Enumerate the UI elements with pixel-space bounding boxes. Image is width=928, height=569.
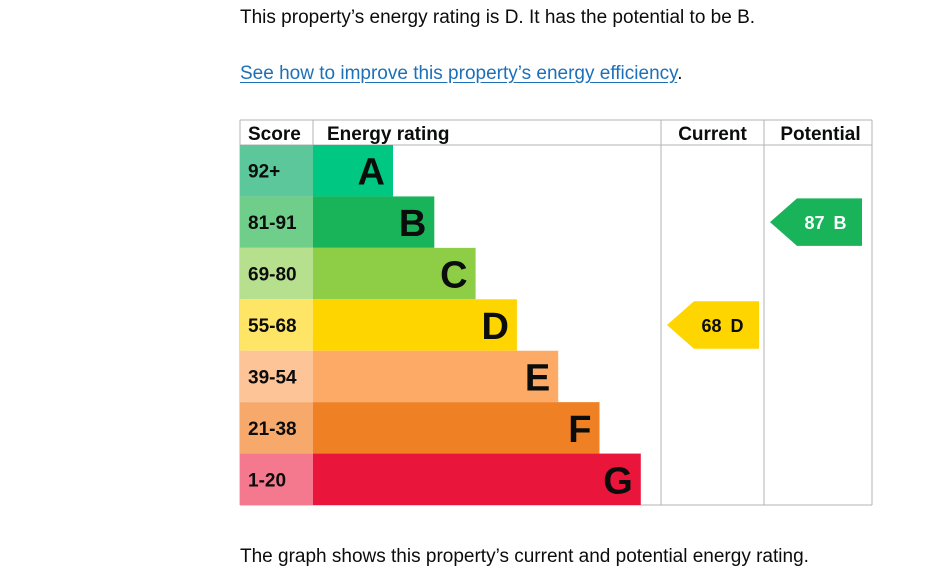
rating-bar (313, 453, 641, 506)
score-label: 92+ (248, 162, 280, 183)
chart-caption: The graph shows this property’s current … (240, 546, 809, 567)
score-label: 81-91 (248, 213, 297, 234)
band-letter: F (568, 409, 591, 451)
band-letter: C (440, 255, 467, 297)
chart-bands: 92+ A 81-91 B 69-80 C 55-68 D 39-54 E 21-38 F 1-20 G (240, 145, 641, 506)
band-f: 21-38 F (240, 402, 600, 454)
potential-rating-arrow-label: 87 B (804, 213, 846, 233)
rating-bar (313, 350, 559, 403)
rating-bar (313, 145, 393, 197)
score-label: 39-54 (248, 367, 297, 388)
rating-bar (313, 247, 476, 300)
score-cell (240, 453, 313, 506)
band-g: 1-20 G (240, 453, 641, 506)
rating-bar (313, 402, 600, 454)
rating-bar (313, 299, 517, 351)
current-rating-arrow-label: 68 D (701, 316, 743, 336)
score-cell (240, 247, 313, 300)
potential-rating-arrow-shape (770, 198, 862, 246)
band-letter: G (603, 460, 633, 502)
band-b: 81-91 B (240, 196, 435, 248)
current-rating-arrow-shape (667, 301, 759, 349)
band-letter: E (525, 357, 550, 399)
score-cell (240, 196, 313, 248)
score-cell (240, 350, 313, 403)
band-letter: B (399, 203, 426, 245)
energy-rating-summary: This property’s energy rating is D. It h… (240, 7, 756, 28)
improve-energy-efficiency-link[interactable]: See how to improve this property’s energ… (240, 63, 678, 84)
header-potential: Potential (780, 124, 860, 145)
band-e: 39-54 E (240, 350, 559, 403)
band-letter: A (358, 152, 385, 194)
band-a: 92+ A (240, 145, 393, 197)
score-cell (240, 145, 313, 197)
score-label: 69-80 (248, 265, 297, 286)
band-c: 69-80 C (240, 247, 476, 300)
score-cell (240, 402, 313, 454)
rating-bar (313, 196, 435, 248)
score-label: 1-20 (248, 470, 286, 491)
header-energy-rating: Energy rating (327, 124, 449, 145)
improve-link-paragraph: See how to improve this property’s energ… (240, 62, 683, 86)
potential-rating-arrow: 87 B (770, 198, 862, 246)
current-rating-arrow: 68 D (667, 301, 759, 349)
header-score: Score (248, 124, 301, 145)
band-d: 55-68 D (240, 299, 517, 351)
score-label: 21-38 (248, 419, 297, 440)
chart-rating-arrows: 68 D 87 B (667, 198, 862, 349)
band-letter: D (481, 306, 508, 348)
improve-link-suffix: . (677, 63, 683, 84)
score-cell (240, 299, 313, 351)
chart-headers: Score Energy rating Current Potential (248, 124, 861, 145)
score-label: 55-68 (248, 316, 297, 337)
header-current: Current (678, 124, 747, 145)
